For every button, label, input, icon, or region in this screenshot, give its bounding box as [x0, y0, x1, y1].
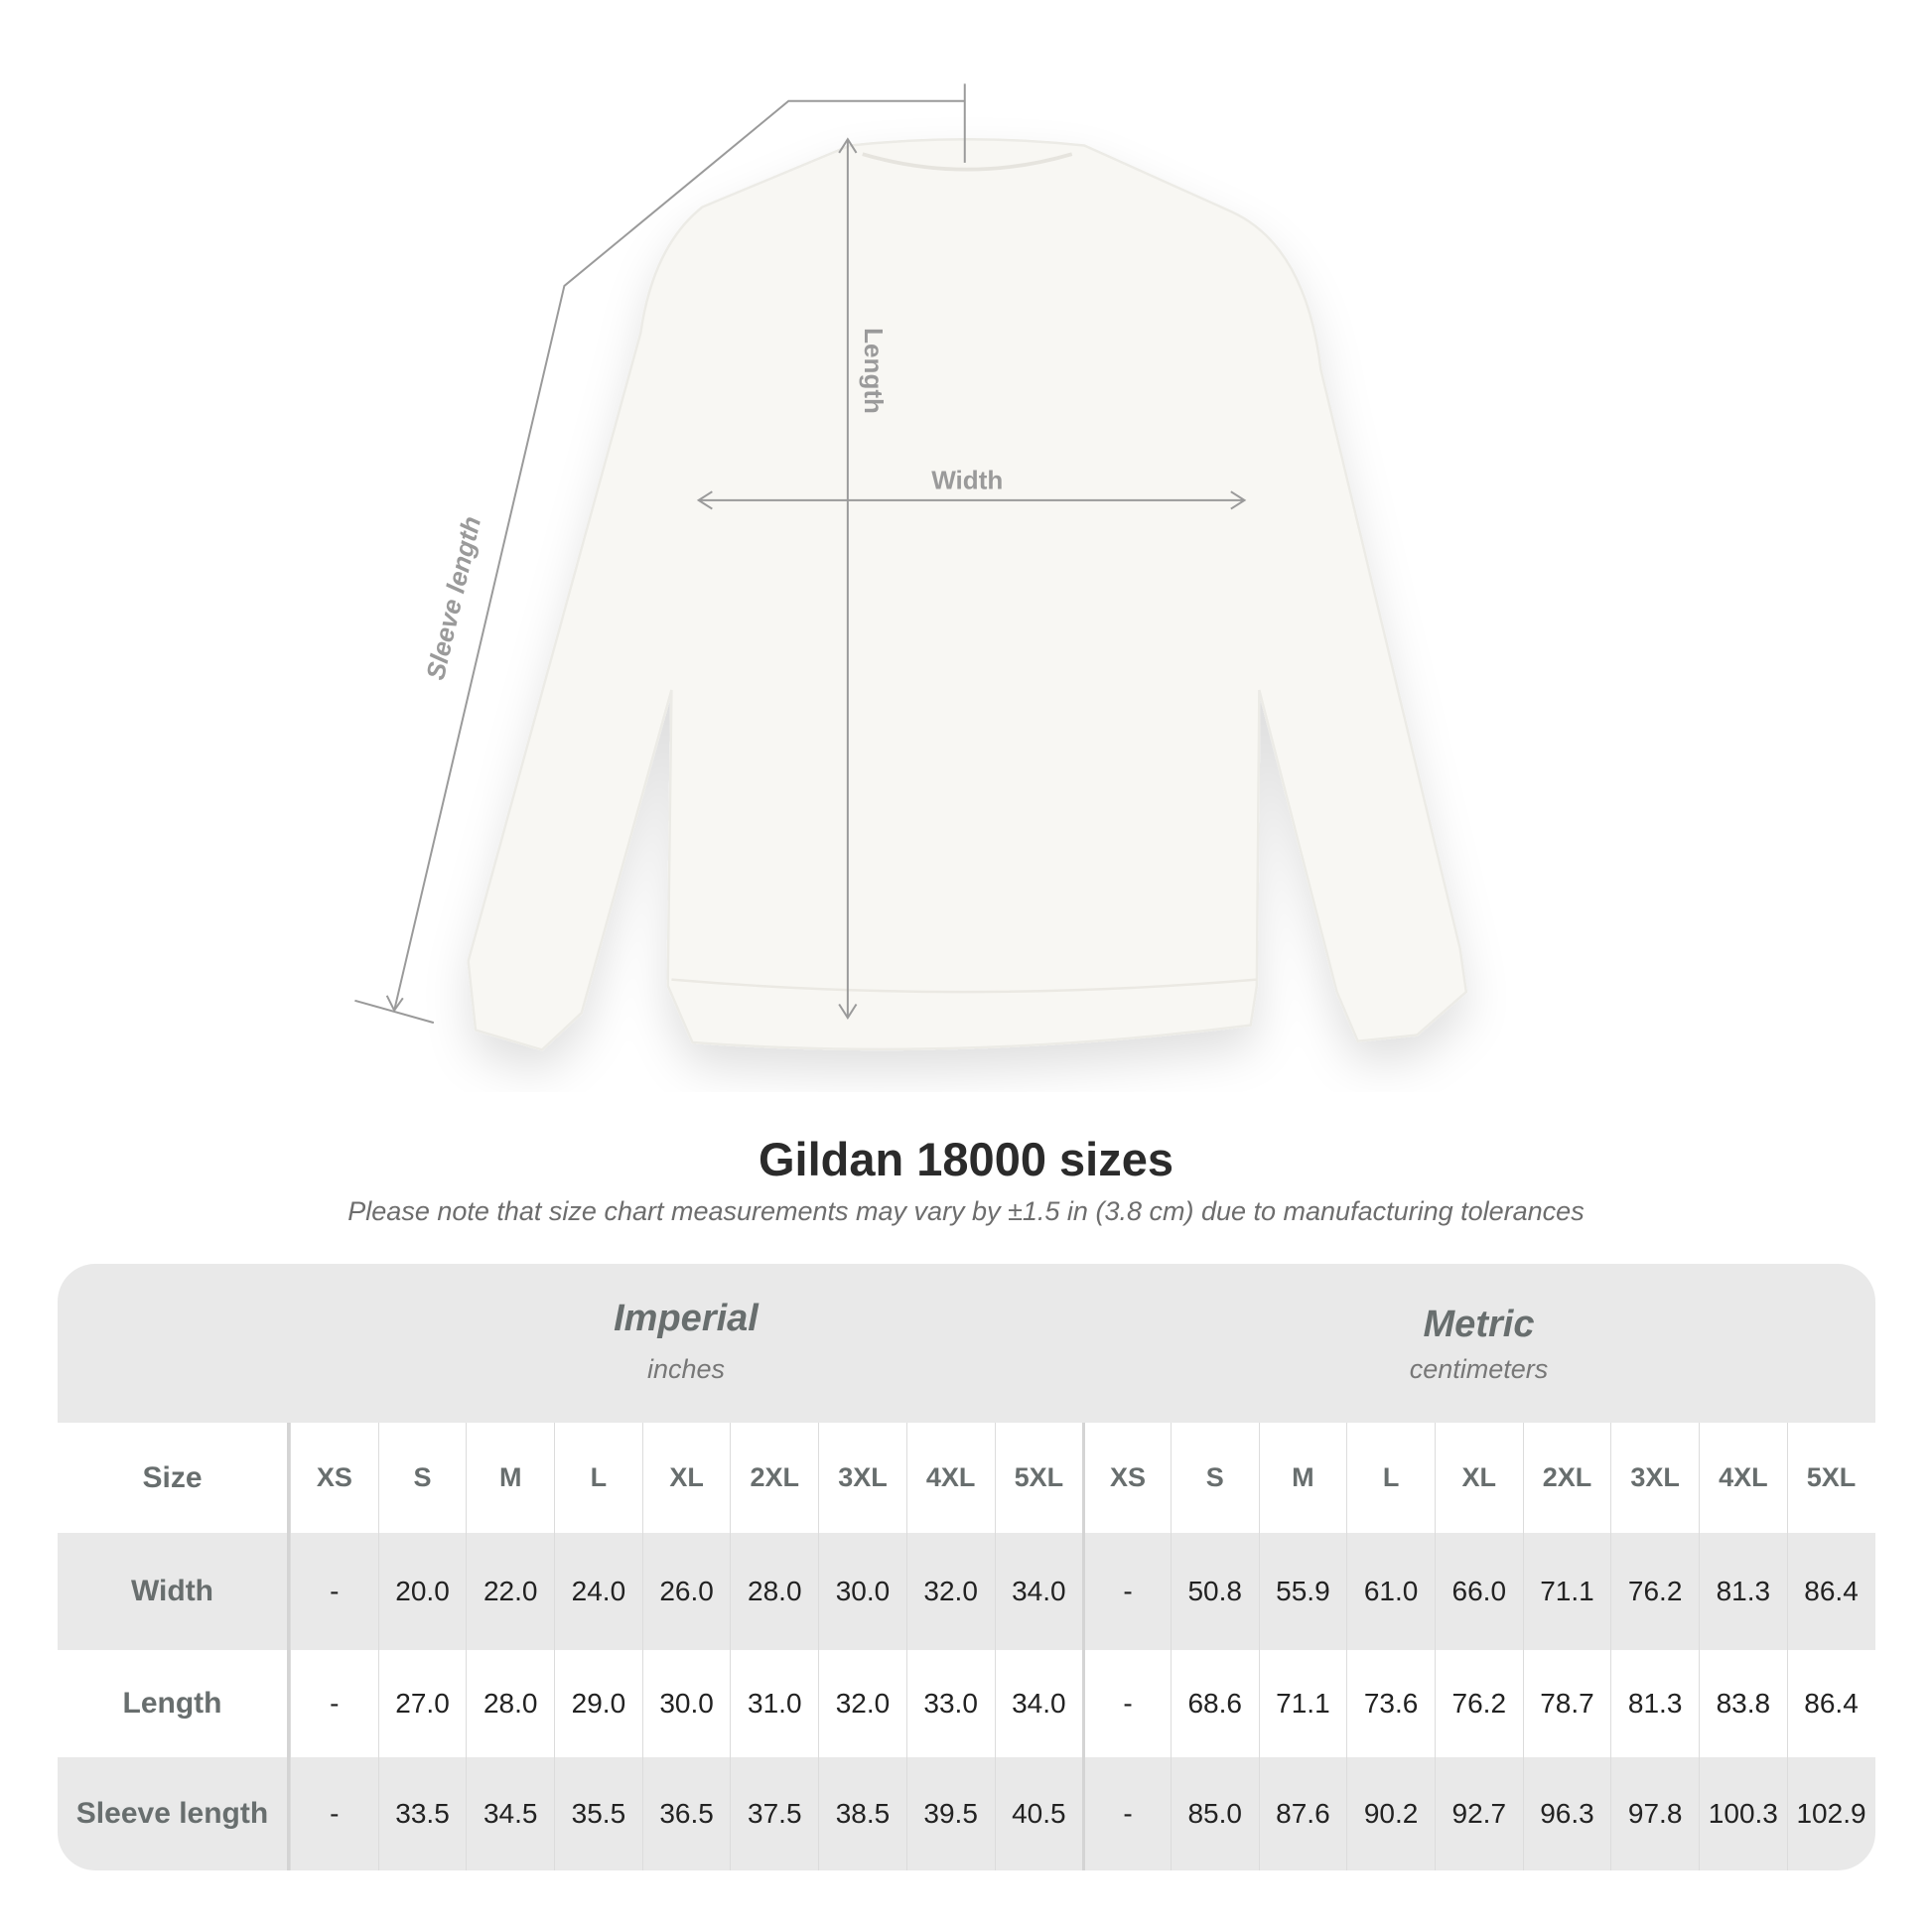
- metric-value-cell: -: [1082, 1533, 1171, 1650]
- imperial-value-cell: 34.5: [466, 1757, 554, 1870]
- tolerance-note: Please note that size chart measurements…: [347, 1196, 1585, 1226]
- imperial-value-cell: 38.5: [818, 1757, 906, 1870]
- row-label: Size: [58, 1423, 290, 1533]
- metric-value-cell: 96.3: [1522, 1757, 1611, 1870]
- metric-value-cell: 90.2: [1346, 1757, 1435, 1870]
- sweatshirt-image: [467, 138, 1468, 1051]
- size-header-cell: XL: [1434, 1423, 1523, 1533]
- metric-value-cell: -: [1082, 1650, 1171, 1757]
- imperial-value-cell: 30.0: [818, 1533, 906, 1650]
- metric-value-cell: 71.1: [1258, 1650, 1347, 1757]
- imperial-value-cell: 29.0: [554, 1650, 642, 1757]
- metric-value-cell: 102.9: [1786, 1757, 1875, 1870]
- imperial-value-cell: 37.5: [730, 1757, 818, 1870]
- page-title: Gildan 18000 sizes: [758, 1133, 1174, 1185]
- imperial-value-cell: 26.0: [641, 1533, 731, 1650]
- size-header-cell: 3XL: [818, 1423, 906, 1533]
- table-row: Sleeve length -33.5 34.5 35.5 36.5 37.5 38.5 39…: [58, 1757, 1875, 1870]
- metric-value-cell: 86.4: [1786, 1533, 1875, 1650]
- sweatshirt-diagram: Length Width Sleeve length: [354, 83, 1468, 1051]
- metric-value-cell: 100.3: [1699, 1757, 1787, 1870]
- size-header-cell: M: [466, 1423, 554, 1533]
- imperial-value-cell: 36.5: [641, 1757, 731, 1870]
- imperial-header: Imperial inches: [290, 1264, 1082, 1423]
- metric-value-cell: 87.6: [1258, 1757, 1347, 1870]
- size-header-cell: XL: [641, 1423, 731, 1533]
- imperial-title: Imperial: [614, 1298, 759, 1339]
- size-header-cell: L: [554, 1423, 642, 1533]
- metric-header: Metric centimeters: [1082, 1264, 1875, 1423]
- imperial-value-cell: 20.0: [377, 1533, 467, 1650]
- table-row: Width -20.0 22.0 24.0 26.0 28.0 30.0 32.0 34.0-5…: [58, 1533, 1875, 1650]
- imperial-value-cell: 39.5: [905, 1757, 995, 1870]
- metric-value-cell: 78.7: [1522, 1650, 1611, 1757]
- metric-value-cell: 66.0: [1434, 1533, 1523, 1650]
- imperial-value-cell: 33.5: [377, 1757, 467, 1870]
- imperial-value-cell: 31.0: [730, 1650, 818, 1757]
- size-header-cell: S: [377, 1423, 467, 1533]
- size-header-row: Size XS S M L XL 2XL 3XL 4XL 5XL XS S M L XL 2XL 3XL 4XL 5…: [58, 1423, 1875, 1533]
- dimension-lines: [354, 83, 1247, 1025]
- size-header-cell: XS: [290, 1423, 378, 1533]
- metric-value-cell: 85.0: [1170, 1757, 1259, 1870]
- metric-value-cell: 55.9: [1258, 1533, 1347, 1650]
- imperial-value-cell: 30.0: [641, 1650, 731, 1757]
- imperial-value-cell: 22.0: [466, 1533, 554, 1650]
- metric-title: Metric: [1423, 1304, 1535, 1345]
- imperial-value-cell: 27.0: [377, 1650, 467, 1757]
- metric-value-cell: 76.2: [1434, 1650, 1523, 1757]
- metric-value-cell: 81.3: [1699, 1533, 1787, 1650]
- size-table: Imperial inches Metric centimeters Size X…: [58, 1264, 1875, 1870]
- size-header-cell: L: [1346, 1423, 1435, 1533]
- row-label: Length: [58, 1650, 290, 1757]
- metric-value-cell: 73.6: [1346, 1650, 1435, 1757]
- size-header-cell: XS: [1082, 1423, 1171, 1533]
- imperial-value-cell: 24.0: [554, 1533, 642, 1650]
- imperial-value-cell: -: [290, 1757, 378, 1870]
- imperial-value-cell: 34.0: [994, 1650, 1083, 1757]
- metric-value-cell: 97.8: [1610, 1757, 1699, 1870]
- size-header-cell: 4XL: [905, 1423, 995, 1533]
- size-header-cell: S: [1170, 1423, 1259, 1533]
- table-row: Length -27.0 28.0 29.0 30.0 31.0 32.0 33.0 34.0-…: [58, 1650, 1875, 1757]
- row-label: Width: [58, 1533, 290, 1650]
- imperial-value-cell: 32.0: [818, 1650, 906, 1757]
- metric-value-cell: 71.1: [1522, 1533, 1611, 1650]
- metric-value-cell: 86.4: [1786, 1650, 1875, 1757]
- row-label: Sleeve length: [58, 1757, 290, 1870]
- size-header-cell: 4XL: [1699, 1423, 1787, 1533]
- imperial-value-cell: 28.0: [466, 1650, 554, 1757]
- metric-value-cell: 50.8: [1170, 1533, 1259, 1650]
- size-header-cell: 2XL: [730, 1423, 818, 1533]
- length-label: Length: [859, 328, 889, 414]
- imperial-value-cell: 33.0: [905, 1650, 995, 1757]
- imperial-value-cell: 28.0: [730, 1533, 818, 1650]
- imperial-value-cell: 40.5: [994, 1757, 1083, 1870]
- size-header-cell: M: [1258, 1423, 1347, 1533]
- imperial-value-cell: 34.0: [994, 1533, 1083, 1650]
- imperial-unit: inches: [646, 1354, 726, 1384]
- size-header-cell: 5XL: [994, 1423, 1083, 1533]
- metric-value-cell: 76.2: [1610, 1533, 1699, 1650]
- imperial-value-cell: 35.5: [554, 1757, 642, 1870]
- metric-value-cell: 83.8: [1699, 1650, 1787, 1757]
- metric-value-cell: 81.3: [1610, 1650, 1699, 1757]
- size-header-cell: 3XL: [1610, 1423, 1699, 1533]
- metric-value-cell: 92.7: [1434, 1757, 1523, 1870]
- size-header-cell: 2XL: [1522, 1423, 1611, 1533]
- width-label: Width: [931, 466, 1003, 495]
- metric-unit: centimeters: [1409, 1354, 1549, 1384]
- metric-value-cell: 68.6: [1170, 1650, 1259, 1757]
- metric-value-cell: -: [1082, 1757, 1171, 1870]
- metric-value-cell: 61.0: [1346, 1533, 1435, 1650]
- size-header-cell: 5XL: [1786, 1423, 1875, 1533]
- imperial-value-cell: -: [290, 1650, 378, 1757]
- imperial-value-cell: 32.0: [905, 1533, 995, 1650]
- imperial-value-cell: -: [290, 1533, 378, 1650]
